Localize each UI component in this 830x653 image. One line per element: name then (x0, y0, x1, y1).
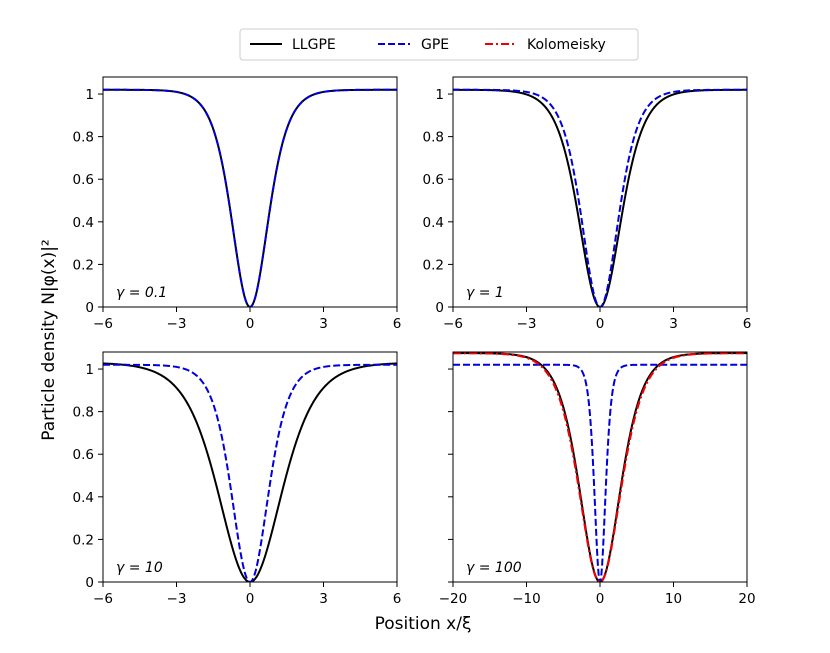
y-tick-label: 0.8 (423, 130, 444, 146)
y-tick-label: 0.2 (73, 532, 94, 548)
x-tick-label: −6 (443, 316, 463, 332)
x-tick-label: −20 (439, 591, 468, 607)
y-tick-label: 1 (435, 87, 444, 103)
y-tick-label: 0 (85, 575, 94, 591)
legend: LLGPE GPE Kolomeisky (239, 28, 639, 61)
y-tick-label: 0.6 (73, 447, 94, 463)
series-line-llgpe (103, 362, 397, 582)
x-tick-label: 3 (319, 316, 328, 332)
x-tick-label: 3 (319, 591, 328, 607)
x-tick-label: 6 (743, 316, 752, 332)
y-tick-label: 0.8 (73, 130, 94, 146)
y-tick-label: 0.4 (73, 490, 94, 506)
axes-frame (452, 351, 748, 583)
gamma-annotation: γ = 0.1 (116, 285, 167, 301)
axes-frame (102, 76, 398, 308)
x-tick-label: −3 (517, 316, 537, 332)
legend-label-kolomeisky: Kolomeisky (527, 37, 606, 53)
series-line-llgpe (453, 88, 747, 307)
axes-frame (102, 351, 398, 583)
axes-frame (452, 76, 748, 308)
series-line-gpe (453, 88, 747, 307)
x-axis-label: Position x/ξ (375, 614, 472, 634)
y-tick-label: 0.6 (423, 172, 444, 188)
gamma-annotation: γ = 1 (466, 285, 504, 301)
series-line-gpe (103, 88, 397, 307)
x-tick-label: −3 (167, 316, 187, 332)
x-tick-label: 0 (246, 316, 255, 332)
y-tick-label: 0.6 (73, 172, 94, 188)
y-tick-label: 0 (435, 300, 444, 316)
y-axis-label: Particle density N|φ(x)|² (39, 239, 59, 440)
y-tick-label: 0.2 (423, 257, 444, 273)
series-line-gpe (453, 363, 747, 582)
y-tick-label: 0.2 (73, 257, 94, 273)
x-tick-label: −6 (93, 591, 113, 607)
x-tick-label: −10 (512, 591, 541, 607)
x-tick-label: 0 (596, 591, 605, 607)
y-tick-label: 0.8 (73, 405, 94, 421)
y-tick-label: 0.4 (73, 215, 94, 231)
legend-label-gpe: GPE (421, 37, 449, 53)
series-line-llgpe (103, 88, 397, 307)
x-tick-label: 3 (669, 316, 678, 332)
x-tick-label: −6 (93, 316, 113, 332)
gamma-annotation: γ = 10 (116, 560, 163, 576)
panel-gamma-100: −20 −10 0 10 20 γ = 100 (439, 351, 756, 607)
y-tick-label: 0.4 (423, 215, 444, 231)
panel-gamma-0-1: −6 −3 0 3 6 0 0.2 0.4 0.6 0.8 1 γ = 0.1 (73, 76, 402, 332)
series-line-kolomeisky (453, 352, 747, 582)
series-line-gpe (103, 363, 397, 582)
legend-label-llgpe: LLGPE (292, 37, 336, 53)
y-tick-label: 1 (85, 362, 94, 378)
x-tick-label: 0 (596, 316, 605, 332)
x-tick-label: −3 (167, 591, 187, 607)
panel-gamma-10: −6 −3 0 3 6 0 0.2 0.4 0.6 0.8 1 γ = 10 (73, 351, 402, 607)
x-tick-label: 6 (393, 591, 402, 607)
y-tick-label: 1 (85, 87, 94, 103)
x-tick-label: 20 (738, 591, 755, 607)
x-tick-label: 6 (393, 316, 402, 332)
y-tick-label: 0 (85, 300, 94, 316)
x-tick-label: 0 (246, 591, 255, 607)
gamma-annotation: γ = 100 (466, 560, 522, 576)
x-tick-label: 10 (665, 591, 682, 607)
legend-box (239, 28, 639, 61)
series-line-llgpe (453, 352, 747, 582)
panel-gamma-1: −6 −3 0 3 6 0 0.2 0.4 0.6 0.8 1 γ = 1 (423, 76, 752, 332)
